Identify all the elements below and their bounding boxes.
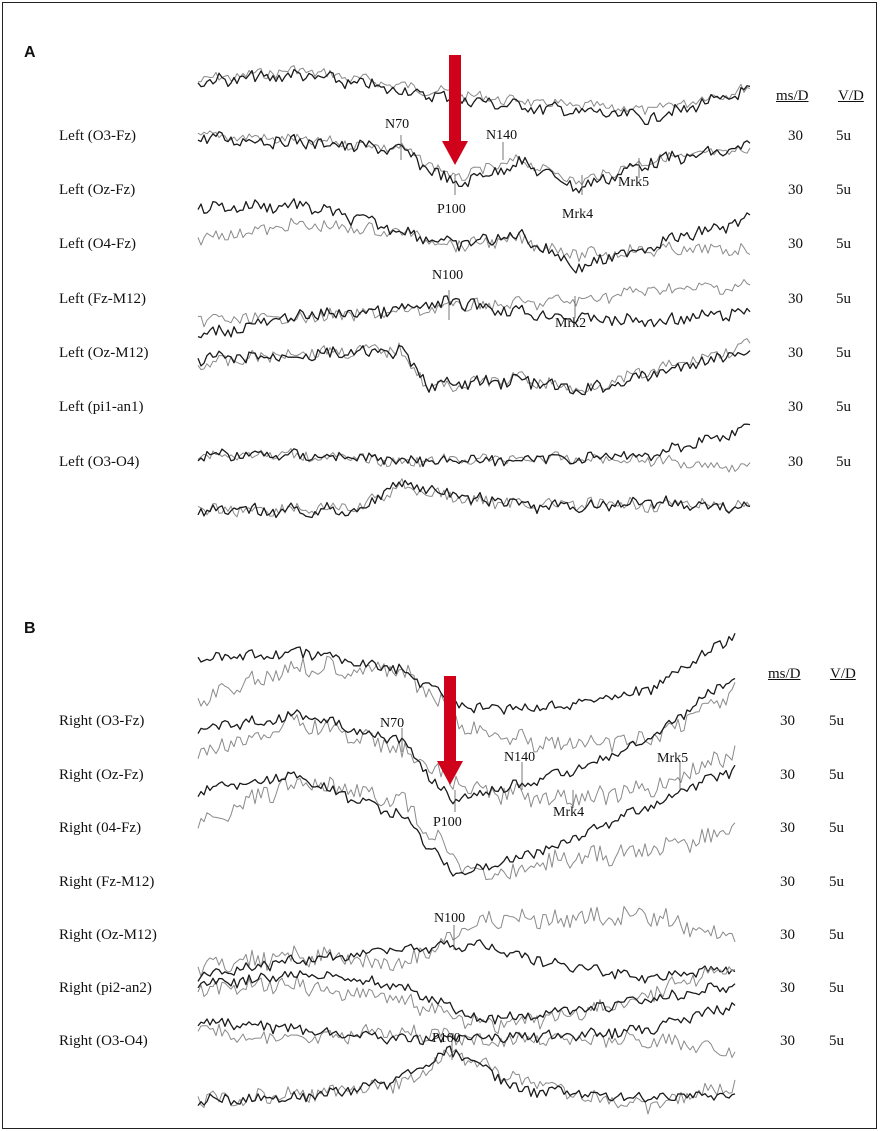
marker-label: N70 [385, 117, 410, 132]
panel-a-channel-label: Left (Oz-M12) [59, 345, 149, 361]
panel-a-letter: A [24, 44, 36, 61]
panel-b-ms-value: 30 [780, 713, 795, 729]
panel-a-v-value: 5u [836, 399, 851, 415]
trace-dark [197, 633, 736, 715]
panel-a-channel-label: Left (O4-Fz) [59, 236, 137, 252]
trace-light [197, 1048, 736, 1115]
trace-light [197, 776, 736, 881]
trace-dark [197, 677, 736, 805]
marker-label: N140 [504, 750, 536, 765]
stimulus-arrow-icon [442, 55, 468, 165]
trace-dark [197, 1002, 736, 1046]
trace-dark [197, 939, 736, 984]
trace-dark [197, 764, 736, 877]
stimulus-arrow-icon [437, 676, 463, 785]
marker-label: N140 [486, 128, 518, 143]
panel-b-channel-label: Right (pi2-an2) [59, 980, 152, 996]
panel-a-ms-value: 30 [788, 128, 803, 144]
panel-a-ms-value: 30 [788, 291, 803, 307]
marker-label: N70 [380, 716, 405, 731]
marker-label: N100 [434, 911, 466, 926]
panel-b-ms-value: 30 [780, 767, 795, 783]
panel-a-channel-label: Left (Fz-M12) [59, 291, 147, 307]
marker-label: N100 [432, 268, 464, 283]
panel-b-channel-label: Right (O3-O4) [59, 1033, 148, 1049]
panel-a-channel-label: Left (Oz-Fz) [59, 182, 136, 198]
panel-b-channel-label: Right (Oz-Fz) [59, 767, 144, 783]
trace-dark [197, 198, 751, 274]
trace-light [197, 712, 736, 808]
marker-label: Mrk4 [553, 805, 585, 820]
trace-light [197, 279, 751, 328]
trace-dark [197, 1045, 736, 1106]
trace-light [197, 655, 736, 753]
trace-dark [197, 970, 736, 1025]
panel-a-ms-value: 30 [788, 236, 803, 252]
panel-b-v-value: 5u [829, 713, 844, 729]
trace-dark [197, 295, 751, 339]
panel-b-ms-value: 30 [780, 1033, 795, 1049]
trace-dark [197, 479, 751, 519]
trace-light [197, 906, 736, 977]
trace-light [197, 448, 751, 473]
marker-label: Mrk5 [657, 751, 689, 766]
panel-a-ms-value: 30 [788, 182, 803, 198]
panel-a-channel-label: Left (O3-O4) [59, 454, 140, 470]
panel-b-ms-value: 30 [780, 820, 795, 836]
panel-b-letter: B [24, 620, 36, 637]
trace-dark [197, 344, 751, 396]
trace-light [197, 478, 751, 518]
trace-light [197, 338, 751, 394]
panel-b-v-value: 5u [829, 1033, 844, 1049]
panel-a-ms-value: 30 [788, 399, 803, 415]
panel-b-channel-label: Right (Oz-M12) [59, 927, 157, 943]
marker-label: Mrk2 [555, 316, 587, 331]
panel-b-channel-label: Right (O3-Fz) [59, 713, 145, 729]
trace-dark [197, 423, 751, 468]
panel-a-ms-value: 30 [788, 454, 803, 470]
panel-a-v-header: V/D [838, 88, 864, 104]
panel-a-v-value: 5u [836, 236, 851, 252]
panel-a-v-value: 5u [836, 182, 851, 198]
panel-a-channel-label: Left (O3-Fz) [59, 128, 137, 144]
panel-a-v-value: 5u [836, 128, 851, 144]
panel-a-v-value: 5u [836, 454, 851, 470]
panel-a-v-value: 5u [836, 291, 851, 307]
trace-dark [197, 131, 751, 194]
panel-a-v-value: 5u [836, 345, 851, 361]
panel-b-v-value: 5u [829, 980, 844, 996]
panel-b-ms-value: 30 [780, 927, 795, 943]
panel-b-ms-header: ms/D [768, 666, 801, 682]
trace-light [197, 966, 736, 1035]
panel-b-v-value: 5u [829, 874, 844, 890]
panel-a-ms-value: 30 [788, 345, 803, 361]
panel-a-channel-label: Left (pi1-an1) [59, 399, 144, 415]
trace-light [197, 65, 751, 116]
marker-label: P100 [437, 202, 466, 217]
panel-b-channel-label: Right (Fz-M12) [59, 874, 155, 890]
panel-b-v-value: 5u [829, 767, 844, 783]
trace-dark [197, 68, 751, 126]
marker-label: Mrk5 [618, 175, 650, 190]
panel-b-v-value: 5u [829, 927, 844, 943]
panel-b-channel-label: Right (04-Fz) [59, 820, 142, 836]
marker-label: P100 [432, 1031, 461, 1046]
marker-label: P100 [433, 815, 462, 830]
panel-b-ms-value: 30 [780, 874, 795, 890]
panel-b-ms-value: 30 [780, 980, 795, 996]
trace-light [197, 130, 751, 186]
marker-label: Mrk4 [562, 207, 594, 222]
panel-b-v-value: 5u [829, 820, 844, 836]
trace-light [197, 1023, 736, 1058]
panel-a-ms-header: ms/D [776, 88, 809, 104]
panel-b-v-header: V/D [830, 666, 856, 682]
trace-light [197, 217, 751, 263]
